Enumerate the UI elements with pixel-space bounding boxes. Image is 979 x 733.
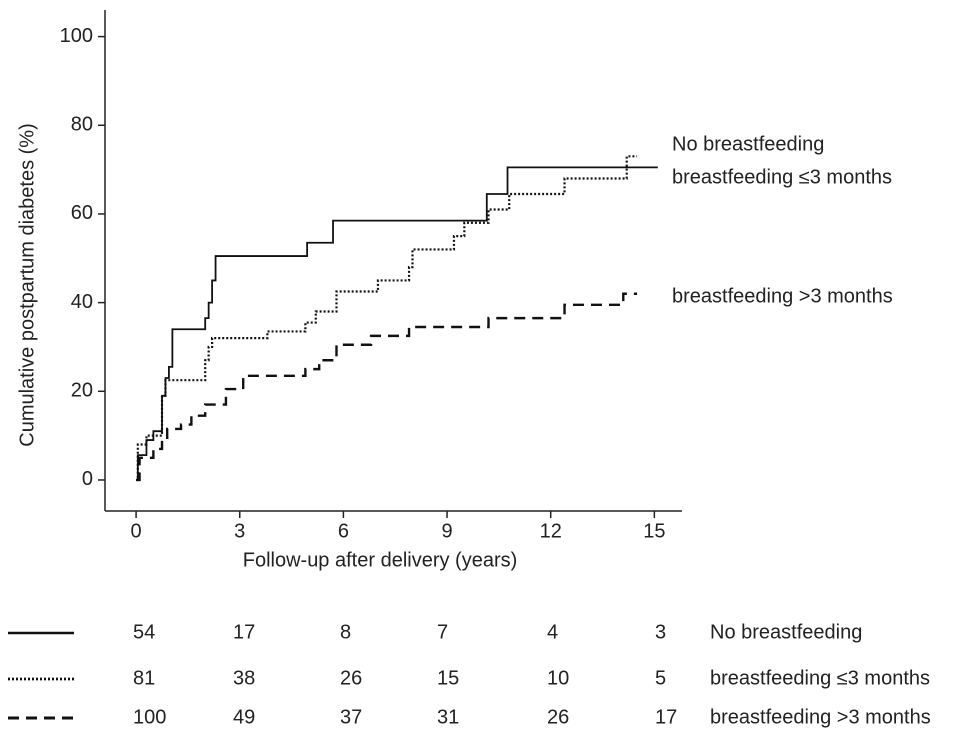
at-risk-count: 15 <box>437 667 459 689</box>
series-label: breastfeeding ≤3 months <box>672 166 892 188</box>
series-label: No breastfeeding <box>672 133 824 155</box>
km-curve <box>136 155 638 482</box>
x-axis-title: Follow-up after delivery (years) <box>243 549 518 571</box>
x-tick-label: 15 <box>643 520 665 542</box>
y-tick-label: 60 <box>71 202 93 224</box>
y-tick-label: 80 <box>71 114 93 136</box>
at-risk-count: 81 <box>133 667 155 689</box>
series-label: breastfeeding >3 months <box>672 285 893 307</box>
at-risk-count: 5 <box>655 667 666 689</box>
y-tick-label: 20 <box>71 380 93 402</box>
at-risk-count: 26 <box>340 667 362 689</box>
y-tick-label: 0 <box>82 468 93 490</box>
y-axis-title: Cumulative postpartum diabetes (%) <box>16 123 38 446</box>
km-curve <box>136 166 658 481</box>
x-tick-label: 0 <box>131 520 142 542</box>
at-risk-count: 7 <box>437 621 448 643</box>
legend-label: breastfeeding ≤3 months <box>710 667 930 689</box>
x-tick-label: 6 <box>338 520 349 542</box>
at-risk-count: 38 <box>233 667 255 689</box>
y-tick-label: 100 <box>60 25 93 47</box>
at-risk-count: 17 <box>655 706 677 728</box>
at-risk-count: 17 <box>233 621 255 643</box>
at-risk-count: 8 <box>340 621 351 643</box>
at-risk-count: 10 <box>547 667 569 689</box>
at-risk-count: 100 <box>133 706 166 728</box>
km-curve <box>136 292 638 482</box>
at-risk-count: 4 <box>547 621 558 643</box>
at-risk-count: 49 <box>233 706 255 728</box>
at-risk-count: 26 <box>547 706 569 728</box>
x-tick-label: 3 <box>234 520 245 542</box>
at-risk-count: 3 <box>655 621 666 643</box>
at-risk-count: 31 <box>437 706 459 728</box>
y-tick-label: 40 <box>71 291 93 313</box>
at-risk-count: 54 <box>133 621 155 643</box>
x-tick-label: 9 <box>441 520 452 542</box>
x-tick-label: 12 <box>540 520 562 542</box>
legend-label: No breastfeeding <box>710 621 862 643</box>
legend-label: breastfeeding >3 months <box>710 706 931 728</box>
at-risk-count: 37 <box>340 706 362 728</box>
